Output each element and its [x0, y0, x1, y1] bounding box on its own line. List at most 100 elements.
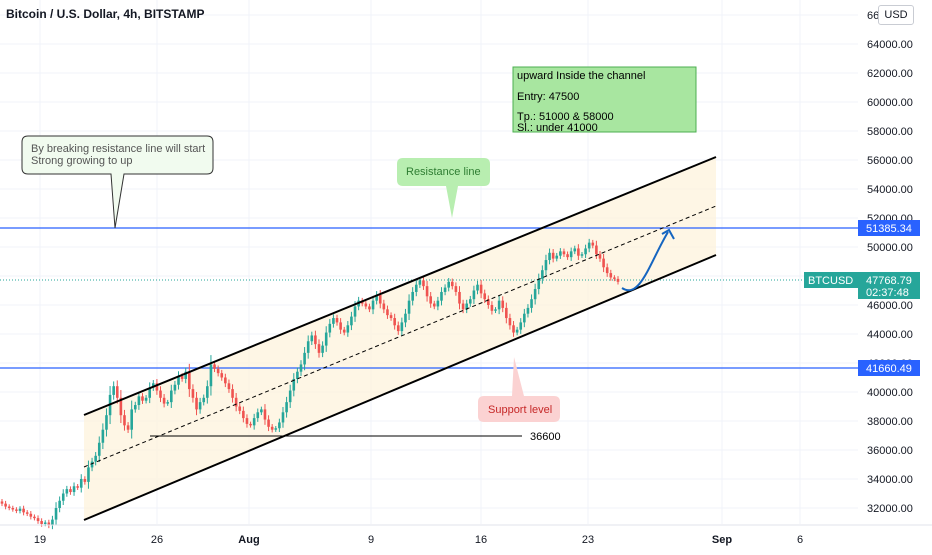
candle-body	[483, 293, 487, 300]
candle-body	[54, 508, 58, 520]
candle-body	[396, 325, 400, 332]
candle-body	[234, 397, 238, 407]
candle-body	[83, 479, 87, 482]
candle-body	[51, 519, 54, 526]
candle-body	[119, 397, 123, 416]
candle-body	[328, 323, 332, 333]
candle-body	[505, 307, 508, 319]
candle-body	[79, 479, 83, 488]
candle-body	[364, 303, 368, 307]
candle-body	[400, 322, 404, 332]
level-51385-badge-text: 51385.34	[866, 223, 912, 235]
candle-body	[321, 345, 324, 353]
candle-body	[389, 315, 393, 319]
currency-button[interactable]: USD	[878, 5, 914, 25]
candle-body	[155, 383, 159, 391]
candle-body	[461, 303, 465, 310]
candle-body	[29, 513, 33, 517]
candle-body	[177, 376, 180, 385]
candle-body	[303, 352, 306, 365]
breakout-callout[interactable]: By breaking resistance line will start S…	[21, 135, 214, 229]
candle-body	[346, 325, 350, 333]
x-tick-label: 16	[475, 534, 487, 546]
projection-arrow[interactable]	[621, 231, 669, 292]
candle-body	[494, 309, 497, 311]
candle-body	[569, 251, 573, 258]
candle-body	[490, 305, 494, 311]
candle-body	[130, 409, 133, 430]
candle-body	[501, 300, 505, 308]
candle-body	[353, 306, 357, 317]
candle-body	[580, 254, 584, 256]
candle-body	[40, 521, 43, 524]
channel-lower-line[interactable]	[83, 254, 717, 521]
candle-body	[609, 273, 613, 278]
candle-body	[591, 242, 595, 246]
info-line-3: Tp.: 51000 & 58000	[517, 111, 614, 123]
candle-body	[144, 397, 148, 401]
info-box[interactable]: upward Inside the channel Entry: 47500 T…	[512, 66, 697, 134]
countdown-text: 02:37:48	[866, 287, 909, 299]
candle-body	[407, 300, 411, 314]
candle-body	[123, 415, 126, 426]
candle-body	[11, 508, 15, 510]
candle-body	[288, 390, 292, 403]
candle-body	[472, 290, 476, 300]
candle-body	[126, 425, 130, 430]
y-tick-label: 64000.00	[867, 39, 913, 51]
candle-body	[33, 516, 36, 519]
candle-body	[137, 396, 141, 406]
candle-body	[202, 397, 206, 403]
support-label[interactable]: Support level	[478, 357, 560, 422]
candle-body	[25, 512, 29, 514]
candle-body	[317, 344, 321, 353]
candle-body	[562, 251, 566, 255]
candle-body	[605, 267, 609, 274]
candle-body	[613, 277, 616, 279]
candle-body	[429, 296, 432, 304]
y-tick-label: 60000.00	[867, 97, 913, 109]
candle-body	[72, 486, 76, 493]
x-tick-label: 19	[34, 534, 46, 546]
candle-body	[281, 412, 285, 423]
y-tick-label: 58000.00	[867, 126, 913, 138]
candle-body	[58, 500, 61, 508]
candle-body	[195, 397, 198, 410]
time-axis[interactable]: 19 26 Aug 9 16 23 Sep 6	[0, 524, 932, 546]
candle-body	[4, 503, 7, 507]
candle-body	[497, 300, 501, 310]
resistance-label[interactable]: Resistance line	[397, 158, 490, 218]
y-tick-label: 44000.00	[867, 329, 913, 341]
candle-body	[314, 335, 317, 345]
candle-body	[332, 318, 335, 324]
level-41660-badge	[858, 360, 920, 376]
candle-body	[602, 258, 605, 268]
candle-body	[393, 318, 396, 326]
candle-body	[382, 303, 386, 310]
candle-body	[616, 278, 620, 282]
candle-body	[61, 493, 65, 501]
candle-body	[7, 506, 11, 508]
candle-body	[43, 522, 47, 524]
candle-body	[166, 402, 170, 404]
candle-body	[443, 287, 447, 292]
candle-body	[216, 368, 220, 374]
candle-body	[440, 291, 443, 301]
candle-body	[598, 254, 602, 259]
candle-body	[541, 270, 544, 279]
candle-body	[479, 284, 483, 294]
candle-body	[15, 509, 18, 511]
candle-body	[404, 313, 407, 323]
channel-midline[interactable]	[83, 205, 717, 468]
candle-body	[375, 294, 378, 301]
candle-body	[425, 286, 429, 297]
candle-body	[292, 378, 296, 391]
candle-body	[90, 461, 94, 468]
candle-body	[148, 387, 151, 398]
candle-body	[512, 325, 515, 333]
candle-body	[515, 329, 519, 333]
channel-upper-line[interactable]	[83, 156, 717, 416]
y-tick-label: 38000.00	[867, 416, 913, 428]
